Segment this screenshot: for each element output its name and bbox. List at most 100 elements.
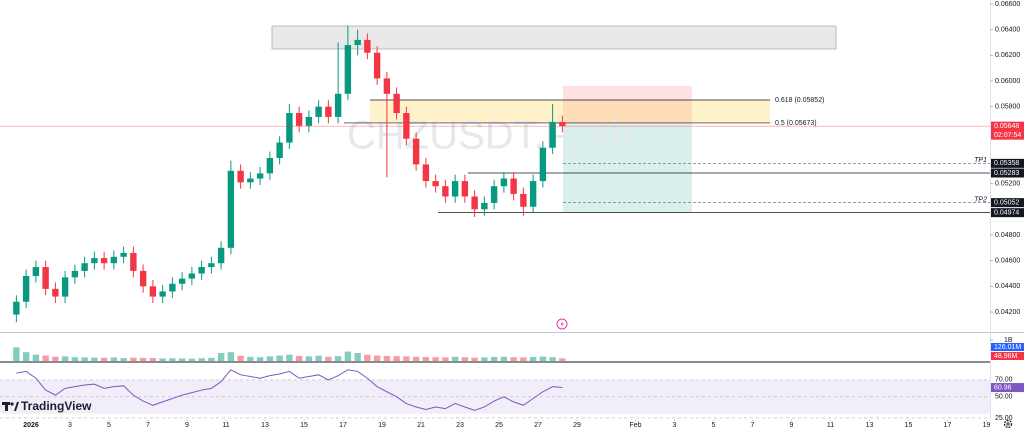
rsi-line — [16, 369, 563, 411]
candle-body — [315, 106, 322, 117]
drawings — [271, 25, 837, 213]
icon-bolt[interactable] — [560, 320, 565, 328]
level-tag: TP1 — [974, 157, 987, 164]
fib-label: 0.618 (0.05852) — [775, 97, 824, 104]
settings-icon[interactable] — [1003, 419, 1013, 429]
candle-body — [217, 247, 225, 264]
candle-body — [42, 267, 49, 289]
volume-bar — [412, 356, 420, 361]
alert-icon[interactable] — [556, 318, 568, 330]
level-tag: TP2 — [974, 196, 987, 203]
price-label-box — [991, 158, 1024, 168]
candle-body — [13, 301, 20, 315]
volume-bar — [32, 354, 40, 361]
candle-body — [100, 258, 108, 264]
y-tick-label: 0.06600 — [995, 1, 1020, 8]
x-tick-label: 17 — [339, 422, 347, 429]
target-zone — [563, 124, 692, 213]
volume-bar — [510, 357, 517, 361]
y-tick-label: 0.04200 — [995, 309, 1020, 316]
candle-body — [325, 106, 332, 117]
volume-bar — [481, 357, 488, 361]
gear[interactable] — [1003, 419, 1013, 429]
countdown: 02:07:54 — [994, 132, 1021, 139]
x-tick-label: 23 — [456, 422, 464, 429]
candle-body — [549, 122, 556, 148]
y-tick-label: 0.06400 — [995, 26, 1020, 33]
candle-body — [305, 116, 313, 126]
x-tick-label: 5 — [107, 422, 111, 429]
x-tick-label: 11 — [222, 422, 229, 429]
volume-bar — [91, 357, 98, 361]
x-tick-label: 9 — [790, 422, 794, 429]
x-tick-label: 7 — [751, 422, 755, 429]
candle-body — [490, 186, 498, 203]
x-tick-label: 11 — [827, 422, 834, 429]
candle-body — [344, 45, 352, 94]
volume-bar — [373, 355, 381, 361]
volume-bar — [208, 357, 215, 361]
volume-bar — [149, 358, 157, 361]
volume-bar — [520, 357, 527, 361]
candle-body — [461, 181, 469, 197]
x-tick-label: 15 — [300, 422, 308, 429]
rsi-tick-label: 50.00 — [995, 394, 1013, 401]
candle-body — [198, 267, 205, 274]
volume-bar — [529, 357, 537, 361]
volume-bar — [276, 355, 283, 361]
candle-body — [559, 122, 566, 127]
rsi-label-box — [991, 383, 1024, 393]
candle-body — [286, 113, 293, 143]
candle-body — [364, 39, 371, 53]
volume-bar — [549, 357, 556, 361]
candle-body — [471, 196, 478, 210]
candle-body — [451, 181, 459, 197]
volume-bar — [422, 357, 430, 361]
volume-bar — [442, 357, 449, 361]
candle-body — [247, 178, 254, 183]
gear-center[interactable] — [1006, 422, 1010, 426]
candle-body — [432, 181, 439, 187]
volume-bar — [42, 355, 49, 361]
volume-bar — [295, 355, 303, 361]
volume-bar — [559, 358, 566, 361]
volume-bar — [139, 357, 147, 361]
candle-body — [130, 252, 137, 271]
candle-body — [334, 93, 342, 117]
candle-body — [256, 173, 264, 179]
candle-body — [442, 186, 449, 197]
candle-body — [422, 164, 430, 182]
candle-body — [373, 52, 381, 79]
volume-bar — [159, 358, 166, 361]
candle-body — [520, 193, 527, 207]
candle-body — [61, 277, 69, 297]
x-tick-label: 13 — [261, 422, 269, 429]
volume-label: 126.01M — [994, 344, 1021, 351]
volume-bar — [169, 358, 176, 361]
volume-bar — [110, 357, 118, 361]
volume-bar — [325, 356, 332, 361]
logo-shape — [10, 402, 14, 406]
x-tick-label: 27 — [534, 422, 542, 429]
rsi-tick-label: 25.00 — [995, 415, 1013, 422]
x-tick-label: 17 — [944, 422, 952, 429]
logo-shape — [5, 402, 8, 411]
candle-body — [208, 263, 215, 268]
candle-body — [237, 170, 244, 183]
current-price-box — [991, 121, 1024, 140]
y-tick-label: 0.05800 — [995, 103, 1020, 110]
candle-body — [52, 288, 59, 297]
x-tick-label: 19 — [983, 422, 991, 429]
candle-body — [539, 147, 547, 182]
candle-body — [120, 252, 127, 257]
candle-body — [178, 278, 186, 284]
candle-body — [139, 270, 147, 287]
x-tick-label: 13 — [866, 422, 874, 429]
candle-body — [481, 202, 488, 210]
volume-bar — [500, 356, 508, 361]
volume-tick-label: 1B — [1004, 337, 1013, 344]
current-price: 0.05648 — [994, 123, 1019, 130]
y-tick-label: 0.04600 — [995, 257, 1020, 264]
volume-bar — [461, 357, 469, 361]
volume-bar — [130, 357, 137, 361]
